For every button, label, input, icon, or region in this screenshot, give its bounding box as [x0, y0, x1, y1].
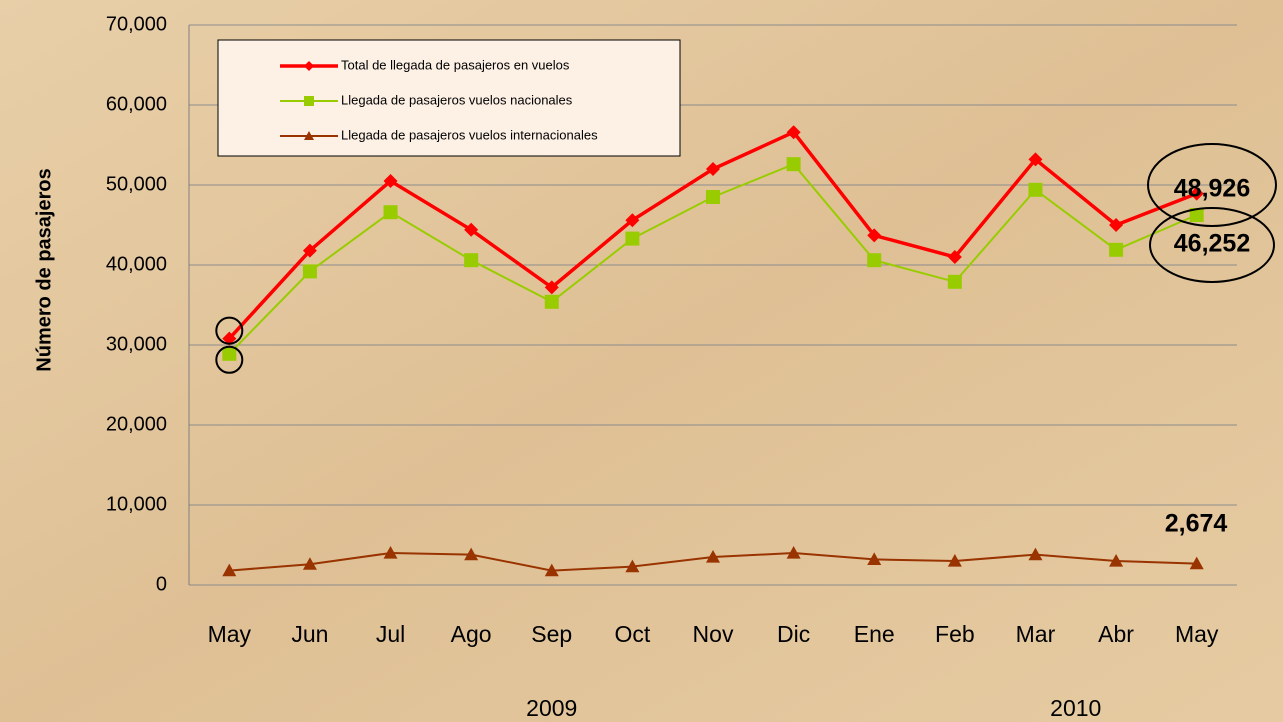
y-axis-label: Número de pasajeros — [33, 168, 55, 371]
data-point — [1028, 547, 1043, 561]
x-tick-label: Oct — [614, 621, 650, 647]
data-point — [706, 550, 720, 563]
data-point — [947, 274, 962, 289]
x-group-label: 2010 — [1050, 695, 1101, 721]
legend-marker — [304, 61, 314, 71]
data-point — [1189, 186, 1204, 201]
data-point — [867, 253, 882, 268]
y-tick-label: 60,000 — [106, 93, 167, 115]
data-point — [464, 222, 479, 237]
x-tick-label: Sep — [531, 621, 572, 647]
x-tick-label: Feb — [935, 621, 975, 647]
y-tick-label: 30,000 — [106, 333, 167, 355]
data-point — [947, 250, 962, 264]
highlight-ellipse — [215, 345, 244, 374]
data-point — [222, 563, 237, 577]
data-point — [544, 294, 559, 309]
y-tick-label: 10,000 — [106, 493, 167, 515]
legend-marker — [304, 96, 314, 106]
x-tick-label: Nov — [693, 621, 734, 647]
data-point — [1189, 556, 1204, 570]
legend-marker — [304, 131, 314, 140]
data-point — [302, 264, 317, 279]
x-tick-label: Mar — [1016, 621, 1056, 647]
y-tick-label: 50,000 — [106, 173, 167, 195]
data-point — [383, 546, 398, 559]
x-tick-label: May — [208, 621, 252, 647]
data-point — [1109, 218, 1124, 232]
data-point — [544, 280, 559, 295]
data-point — [464, 547, 479, 561]
data-point — [1028, 182, 1043, 197]
data-point — [786, 546, 801, 559]
y-tick-label: 40,000 — [106, 253, 167, 275]
data-point — [625, 213, 640, 228]
y-tick-label: 70,000 — [106, 13, 167, 35]
x-tick-label: May — [1175, 621, 1219, 647]
data-point — [222, 346, 237, 361]
data-point — [706, 162, 720, 176]
data-point — [1109, 554, 1124, 567]
y-tick-label: 20,000 — [106, 413, 167, 435]
x-tick-label: Ene — [854, 621, 895, 647]
highlight-ellipse — [1147, 143, 1277, 227]
data-point — [786, 157, 801, 172]
legend-label: Llegada de pasajeros vuelos nacionales — [341, 92, 573, 107]
data-point — [383, 174, 398, 188]
data-label: 2,674 — [1165, 510, 1228, 538]
data-point — [947, 554, 962, 567]
y-tick-label: 0 — [156, 573, 167, 595]
data-point — [867, 552, 882, 565]
data-point — [625, 231, 640, 246]
data-point — [706, 190, 720, 204]
x-group-label: 2009 — [526, 695, 577, 721]
data-point — [302, 243, 317, 258]
data-point — [222, 331, 237, 346]
data-point — [1028, 152, 1043, 167]
x-tick-label: Ago — [451, 621, 492, 647]
data-point — [867, 228, 882, 243]
highlight-ellipse — [1149, 207, 1275, 283]
data-point — [786, 125, 801, 140]
x-tick-label: Dic — [777, 621, 810, 647]
data-point — [1189, 207, 1204, 222]
x-tick-label: Abr — [1098, 621, 1134, 647]
legend-label: Llegada de pasajeros vuelos internaciona… — [341, 127, 598, 142]
legend: Total de llegada de pasajeros en vuelos L… — [217, 39, 681, 157]
data-point — [464, 253, 479, 268]
x-tick-label: Jun — [291, 621, 328, 647]
data-point — [383, 205, 398, 220]
data-point — [302, 557, 317, 570]
highlight-ellipse — [215, 316, 244, 345]
data-label: 46,252 — [1174, 230, 1250, 258]
x-tick-label: Jul — [376, 621, 405, 647]
legend-label: Total de llegada de pasajeros en vuelos — [341, 57, 570, 72]
data-label: 48,926 — [1174, 175, 1250, 203]
data-point — [625, 559, 640, 573]
data-point — [544, 563, 559, 577]
data-point — [1109, 242, 1124, 257]
